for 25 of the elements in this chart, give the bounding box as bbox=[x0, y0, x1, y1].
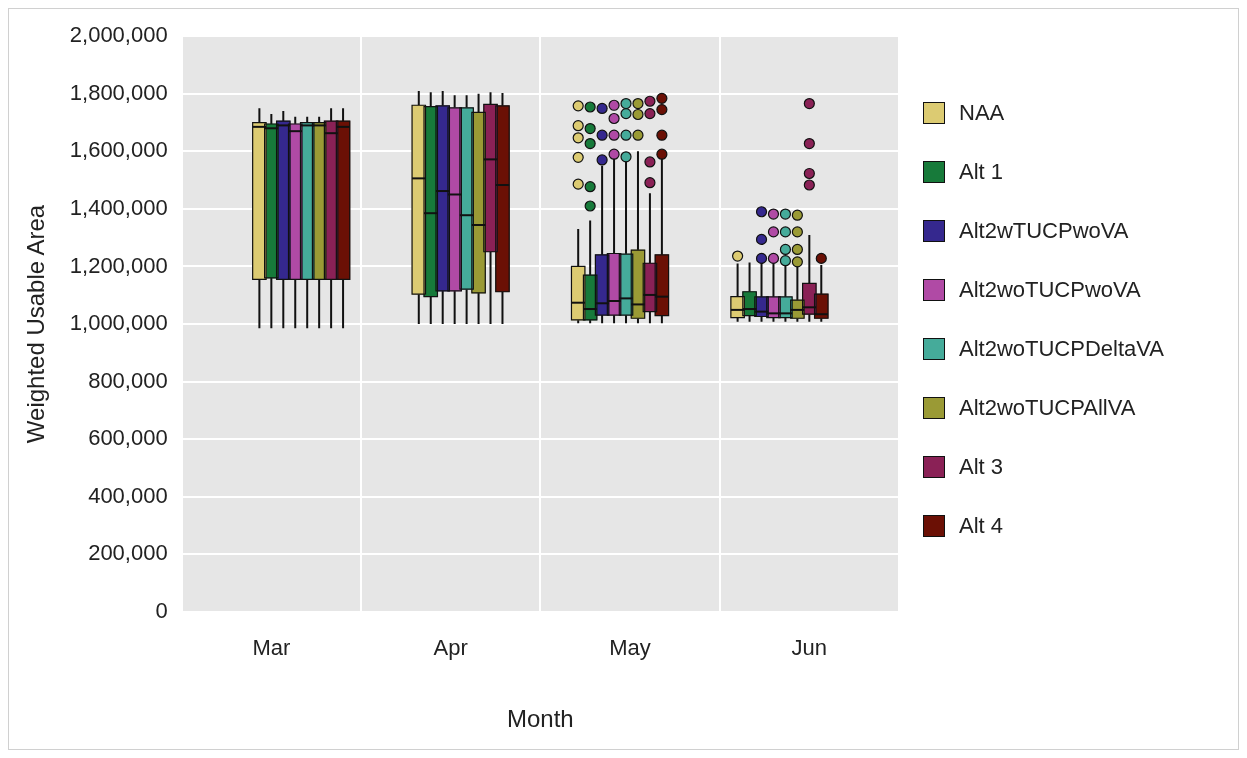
legend-label: Alt 1 bbox=[959, 158, 1004, 185]
y-tick-label: 1,600,000 bbox=[69, 137, 168, 163]
x-axis-title: Month bbox=[506, 705, 574, 733]
y-tick-label: 1,400,000 bbox=[69, 194, 168, 220]
legend-label: Alt2woTUCPAllVA bbox=[959, 394, 1136, 421]
y-tick-label: 600,000 bbox=[88, 425, 168, 451]
y-tick-label: 800,000 bbox=[88, 367, 168, 393]
x-tick-label: Mar bbox=[252, 635, 291, 661]
legend-label: Alt 4 bbox=[959, 512, 1004, 539]
x-tick-label: May bbox=[609, 635, 651, 661]
y-tick-label: 1,200,000 bbox=[69, 252, 168, 278]
x-tick-label: Apr bbox=[433, 635, 468, 661]
y-tick-label: 0 bbox=[155, 597, 168, 623]
y-axis-title: Weighted Usable Area bbox=[22, 204, 50, 444]
y-tick-label: 1,000,000 bbox=[69, 310, 168, 336]
legend-label: Alt 3 bbox=[959, 453, 1004, 480]
legend-label: Alt2woTUCPDeltaVA bbox=[959, 335, 1164, 362]
y-tick-label: 2,000,000 bbox=[69, 22, 168, 48]
y-tick-label: 1,800,000 bbox=[69, 79, 168, 105]
legend-label: Alt2wTUCPwoVA bbox=[959, 217, 1129, 244]
legend-label: Alt2woTUCPwoVA bbox=[959, 276, 1141, 303]
y-tick-label: 400,000 bbox=[88, 482, 168, 508]
x-tick-label: Jun bbox=[791, 635, 828, 661]
y-tick-label: 200,000 bbox=[88, 540, 168, 566]
legend-label: NAA bbox=[959, 99, 1005, 126]
